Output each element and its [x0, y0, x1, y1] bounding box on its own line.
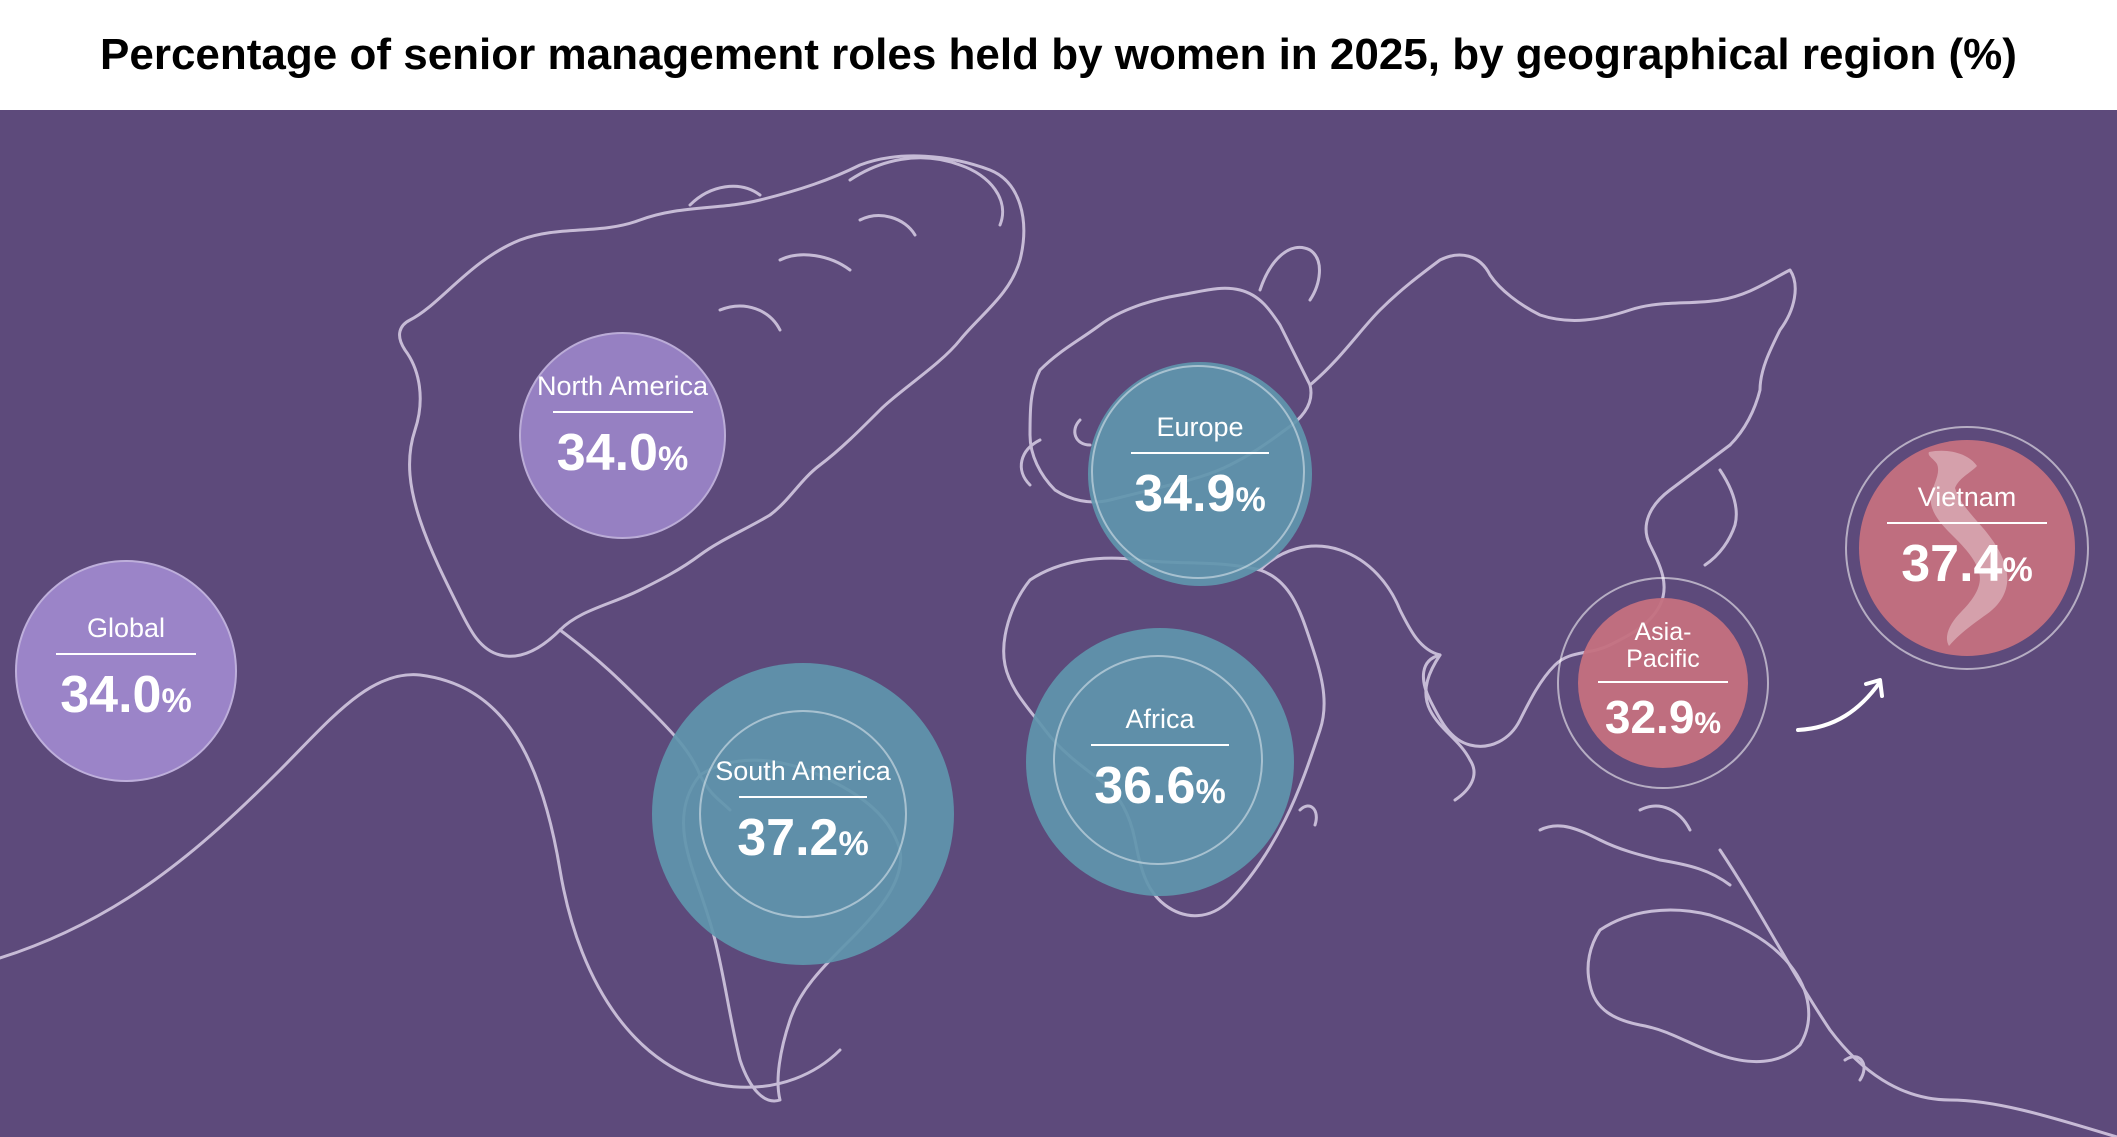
bubble-vietnam: Vietnam 37.4% — [1859, 440, 2075, 656]
region-value: 36.6% — [1094, 756, 1226, 815]
bubble-europe: Europe 34.9% — [1088, 362, 1312, 586]
asia-pacific-outer-ring — [1557, 577, 1769, 789]
divider — [1598, 680, 1728, 683]
region-name: Africa — [1125, 703, 1195, 734]
title-bar: Percentage of senior management roles he… — [0, 0, 2117, 110]
region-value: 32.9% — [1604, 690, 1722, 743]
region-name: Global — [86, 612, 166, 643]
vietnam-outer-ring — [1845, 426, 2089, 670]
map-panel: Global 34.0% North America 34.0% South A… — [0, 110, 2117, 1137]
region-value: 34.9% — [1134, 464, 1266, 523]
region-name: Asia- Pacific — [1626, 617, 1700, 673]
divider — [1887, 521, 2047, 524]
inner-ring — [1053, 655, 1263, 865]
inner-ring — [699, 710, 907, 918]
chart-title: Percentage of senior management roles he… — [100, 30, 2017, 79]
divider — [552, 411, 693, 413]
region-value: 34.0% — [556, 424, 689, 482]
region-value: 37.2% — [737, 808, 869, 867]
inner-ring — [1091, 365, 1305, 579]
region-value: 37.4% — [1901, 534, 2033, 593]
region-value: 34.0% — [60, 665, 192, 724]
divider — [1131, 451, 1269, 454]
divider — [56, 652, 196, 655]
bubble-asia-pacific: Asia- Pacific 32.9% — [1578, 598, 1748, 768]
divider — [739, 795, 867, 798]
bubble-north-america: North America 34.0% — [519, 332, 726, 539]
divider — [1091, 743, 1229, 746]
region-name: North America — [536, 371, 709, 401]
bubble-south-america: South America 37.2% — [652, 663, 954, 965]
bubble-global: Global 34.0% — [15, 560, 237, 782]
curved-arrow-icon — [1796, 678, 1884, 732]
region-name: South America — [715, 755, 891, 786]
region-name: Europe — [1156, 411, 1244, 442]
world-map-outline — [0, 154, 2117, 1137]
vietnam-map-silhouette — [1928, 450, 2008, 646]
region-name: Vietnam — [1917, 481, 2017, 512]
bubble-africa: Africa 36.6% — [1026, 628, 1294, 896]
